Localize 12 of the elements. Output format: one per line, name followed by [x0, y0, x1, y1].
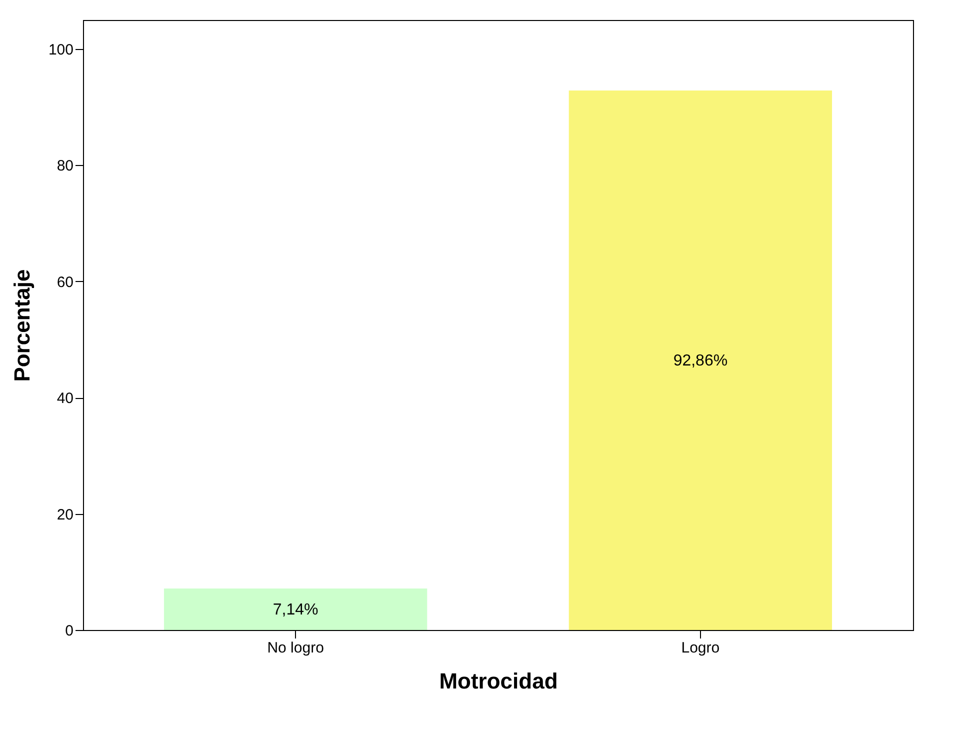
y-tick-label: 80 [56, 158, 74, 175]
x-tick-label: No logro [267, 640, 324, 656]
y-tick-label: 20 [56, 506, 74, 524]
y-tick-label: 40 [56, 390, 74, 408]
y-tick-label: 100 [48, 42, 74, 59]
y-tick-label: 0 [65, 622, 74, 640]
data-label: 92,86% [673, 352, 728, 370]
data-label: 7,14% [272, 601, 318, 618]
x-axis-title: Motrocidad [439, 668, 558, 694]
y-tick-label: 60 [56, 274, 74, 291]
y-axis-title: Porcentaje [9, 269, 34, 382]
x-tick-label: Logro [681, 640, 720, 656]
